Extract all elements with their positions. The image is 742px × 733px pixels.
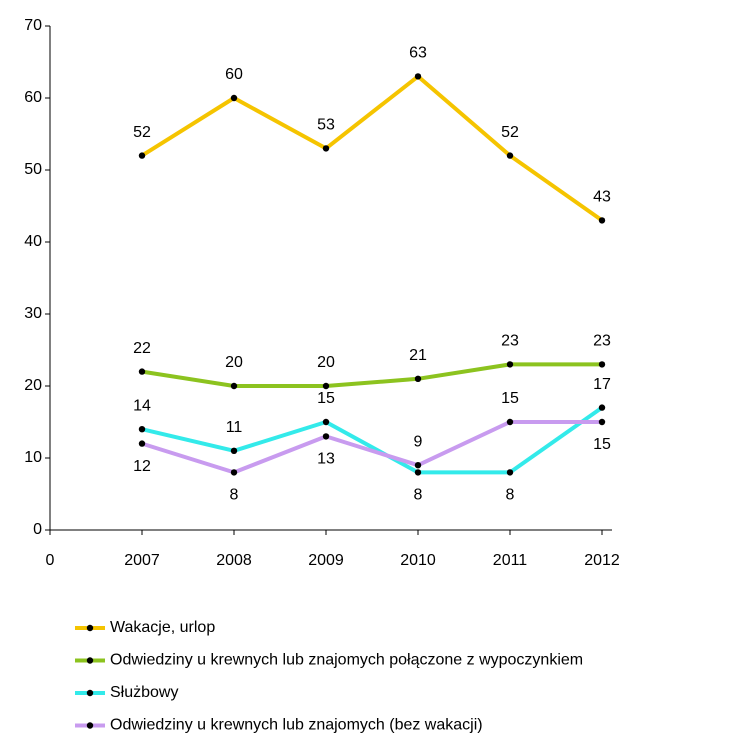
data-point xyxy=(506,152,514,159)
legend-marker xyxy=(86,657,94,664)
data-point xyxy=(414,469,422,476)
data-label: 8 xyxy=(506,487,515,504)
data-point xyxy=(414,462,422,469)
legend-label: Służbowy xyxy=(110,684,178,701)
data-point xyxy=(322,418,330,426)
data-point xyxy=(598,418,606,426)
data-label: 14 xyxy=(133,397,151,414)
data-label: 23 xyxy=(501,333,519,350)
data-point xyxy=(322,382,330,390)
data-point xyxy=(322,145,330,152)
y-tick-label: 20 xyxy=(24,377,42,394)
data-point xyxy=(230,382,238,390)
data-point xyxy=(598,361,606,368)
data-point xyxy=(414,375,422,382)
data-label: 9 xyxy=(414,433,423,450)
data-point xyxy=(230,447,238,454)
data-label: 21 xyxy=(409,347,427,364)
data-label: 15 xyxy=(501,390,519,407)
legend-label: Odwiedziny u krewnych lub znajomych (bez… xyxy=(110,717,483,733)
data-point xyxy=(506,418,514,426)
data-point xyxy=(230,94,238,102)
data-label: 15 xyxy=(317,390,335,407)
data-label: 23 xyxy=(593,333,611,350)
y-tick-label: 70 xyxy=(24,17,42,34)
data-label: 52 xyxy=(501,124,519,141)
data-point xyxy=(506,361,514,368)
data-point xyxy=(138,440,146,447)
data-label: 53 xyxy=(317,117,335,134)
x-tick-label: 2009 xyxy=(308,552,344,569)
data-label: 8 xyxy=(230,487,239,504)
x-tick-label: 2010 xyxy=(400,552,436,569)
data-point xyxy=(138,368,146,375)
data-point xyxy=(506,469,514,476)
legend-label: Odwiedziny u krewnych lub znajomych połą… xyxy=(110,652,583,669)
data-label: 60 xyxy=(225,66,243,83)
data-label: 11 xyxy=(226,419,243,436)
legend-marker xyxy=(86,722,94,729)
x-tick-label: 2008 xyxy=(216,552,252,569)
y-tick-label: 0 xyxy=(33,521,42,538)
data-point xyxy=(230,469,238,476)
y-tick-label: 30 xyxy=(24,305,42,322)
y-tick-label: 40 xyxy=(24,233,42,250)
data-point xyxy=(598,217,606,224)
data-label: 12 xyxy=(133,458,151,475)
series-line xyxy=(140,74,604,223)
data-label: 52 xyxy=(133,124,151,141)
x-tick-label: 2012 xyxy=(584,552,620,569)
series-line xyxy=(141,405,604,475)
data-label: 17 xyxy=(593,376,611,393)
y-tick-label: 10 xyxy=(24,449,42,466)
series-line xyxy=(141,362,602,388)
data-label: 63 xyxy=(409,45,427,62)
data-point xyxy=(414,73,422,80)
data-point xyxy=(322,433,330,440)
data-label: 15 xyxy=(593,436,611,453)
x-tick-label: 2007 xyxy=(124,552,160,569)
data-point xyxy=(138,152,146,159)
y-tick-label: 50 xyxy=(24,161,42,178)
legend-marker xyxy=(86,689,94,697)
legend-marker xyxy=(86,624,94,632)
data-point xyxy=(598,404,606,411)
data-label: 20 xyxy=(317,354,335,371)
data-label: 22 xyxy=(133,340,151,357)
data-label: 8 xyxy=(414,487,423,504)
data-point xyxy=(138,426,146,433)
x-tick-label: 2011 xyxy=(493,552,528,569)
series-line xyxy=(141,420,602,475)
legend-label: Wakacje, urlop xyxy=(110,619,215,636)
data-label: 13 xyxy=(317,451,335,468)
y-tick-label: 60 xyxy=(24,89,42,106)
data-label: 43 xyxy=(593,189,611,206)
data-label: 20 xyxy=(225,354,243,371)
x-tick-label: 0 xyxy=(46,552,55,569)
